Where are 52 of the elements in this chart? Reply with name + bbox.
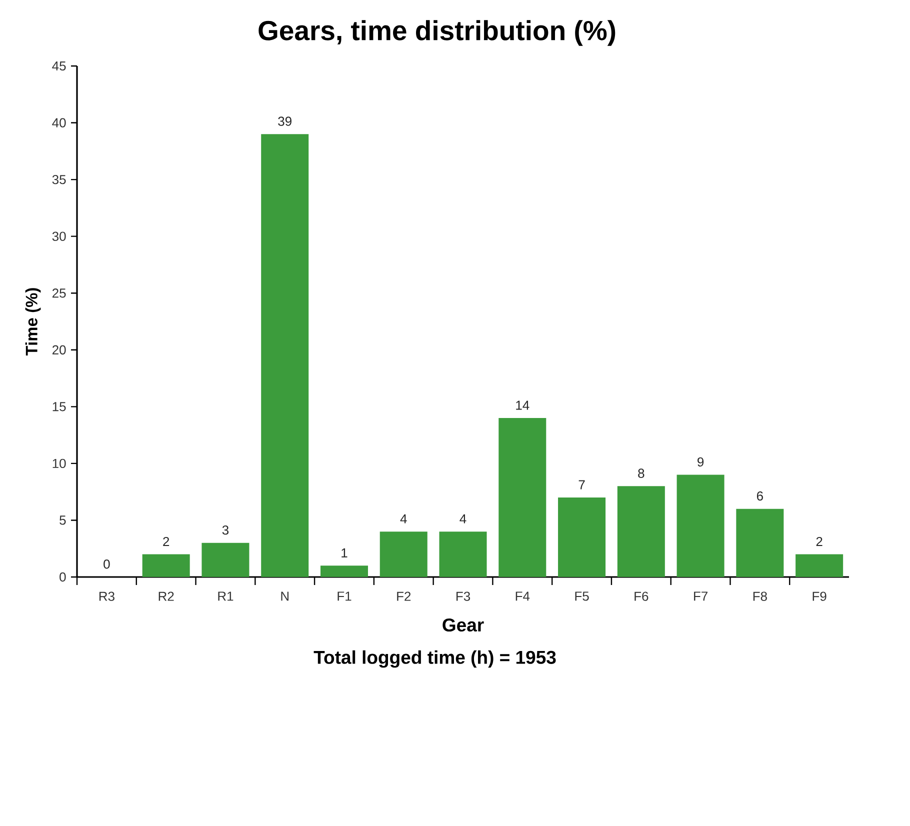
bar [380,532,428,577]
y-tick-label: 40 [52,118,66,128]
bar [320,566,368,577]
data-label: 4 [400,514,407,524]
data-label: 2 [163,536,170,546]
bar [439,532,487,577]
y-tick-label: 0 [60,572,66,582]
data-label: 9 [698,457,704,467]
x-tick-label: F6 [634,592,648,601]
data-label: 39 [278,116,292,126]
data-label: 8 [638,468,644,478]
x-tick-label: F3 [456,592,470,601]
bar [736,508,784,577]
y-tick-label: 10 [52,458,66,468]
bar [202,542,250,577]
text: Total logged time (h) = 1953 [314,650,556,668]
data-label: 6 [756,491,763,501]
data-label: 2 [816,536,822,546]
x-tick-label: N [281,592,288,601]
x-tick-label: F4 [516,592,530,601]
x-tick-label: F2 [397,592,411,601]
x-tick-label: R3 [99,592,114,601]
x-tick-label: F1 [338,592,352,601]
bar [617,486,665,577]
bar [261,134,309,577]
x-axis-title: Gear [442,618,484,632]
data-label: 1 [342,548,348,558]
bar [498,418,546,577]
y-axis-title: Time (%) [25,288,41,356]
bar [796,554,844,577]
y-tick-label: 45 [52,61,66,71]
bar [558,498,606,577]
data-label: 3 [222,525,229,535]
x-tick-label: F7 [694,592,708,601]
data-label: 4 [460,514,466,524]
chart-title: Gears, time distribution (%) [258,20,616,46]
y-tick-label: 20 [52,345,66,354]
y-tick-label: 5 [60,516,66,525]
data-label: 0 [104,560,110,569]
y-tick-label: 25 [52,288,66,298]
bar [676,474,724,577]
x-tick-label: F8 [753,592,767,601]
data-label: 7 [578,480,585,490]
bar [142,554,190,577]
y-tick-label: 35 [52,174,66,184]
y-tick-label: 30 [52,232,66,241]
data-label: 14 [516,400,530,410]
x-tick-label: R1 [218,592,234,601]
x-tick-label: F5 [575,592,589,601]
y-tick-label: 15 [52,402,66,412]
x-tick-label: R2 [158,592,174,601]
x-tick-label: F9 [812,592,826,601]
